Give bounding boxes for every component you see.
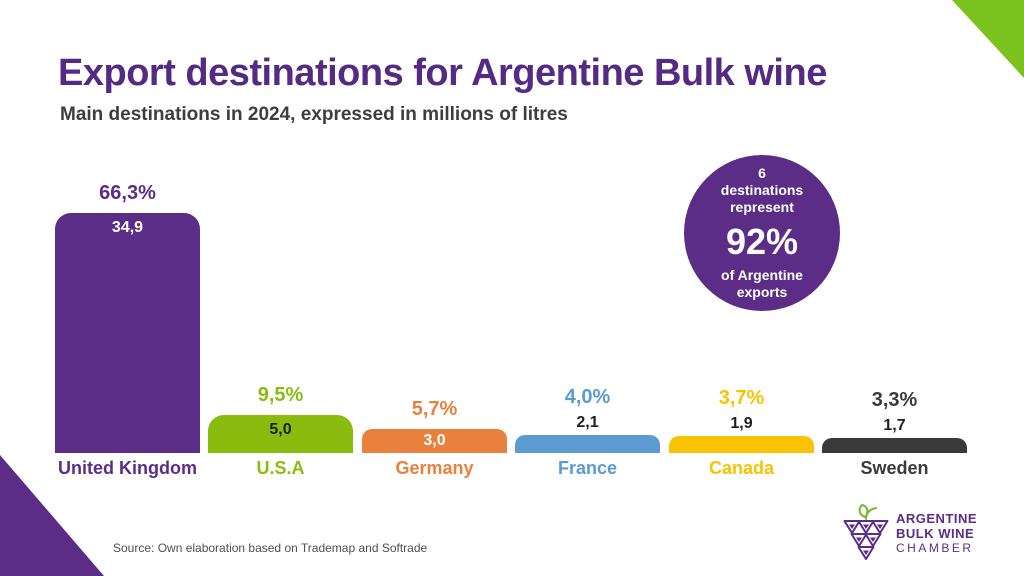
bar [669,436,814,453]
chart-column-canada: 3,7% 1,9 Canada [669,180,814,485]
percent-label: 5,7% [411,398,458,420]
bar [362,429,507,453]
badge-text: represent [730,199,794,215]
category-label: France [557,458,618,478]
corner-accent-bottom-left [0,455,104,576]
value-label: 5,0 [269,421,292,438]
percent-label: 4,0% [564,386,611,408]
badge-text: exports [736,284,788,300]
badge-text: of Argentine [721,267,803,283]
bar [208,415,353,453]
bar [822,438,967,453]
category-label: Germany [395,458,474,478]
corner-accent-top-right [952,0,1024,78]
percent-label: 9,5% [257,384,304,406]
bar [515,435,660,453]
value-label: 3,0 [423,432,446,449]
percent-label: 66,3% [99,182,156,204]
category-label: U.S.A [256,458,305,478]
value-label: 1,9 [730,415,753,432]
chart-column-germany: 5,7% 3,0 Germany [362,180,507,485]
logo-line: ARGENTINE [896,511,978,526]
logo-line: CHAMBER [896,541,974,555]
source-note: Source: Own elaboration based on Tradema… [113,541,428,555]
category-label: Sweden [860,458,929,478]
logo-line: BULK WINE [896,526,975,541]
chart-column-sweden: 3,3% 1,7 Sweden [822,180,967,485]
category-label: United Kingdom [58,458,197,478]
badge-text: 6 [758,165,766,181]
chart-column-u-s-a: 9,5% 5,0 U.S.A [208,180,353,485]
value-label: 34,9 [111,219,144,236]
highlight-badge: 6 destinations represent 92% of Argentin… [684,155,840,311]
percent-label: 3,3% [871,389,918,411]
value-label: 2,1 [576,414,599,431]
chamber-logo: ARGENTINE BULK WINE CHAMBER [843,504,977,562]
page-subtitle: Main destinations in 2024, expressed in … [60,104,568,125]
badge-text: destinations [720,182,804,198]
page-title: Export destinations for Argentine Bulk w… [58,52,827,94]
percent-label: 3,7% [718,387,765,409]
chamber-logo-text: ARGENTINE BULK WINE CHAMBER [896,511,977,555]
grape-cluster-icon [843,504,889,560]
badge-percentage: 92% [725,221,799,262]
bar [55,213,200,453]
value-label: 1,7 [883,417,906,434]
chart-column-france: 4,0% 2,1 France [515,180,660,485]
chart-column-united-kingdom: 66,3% 34,9 United Kingdom [55,180,200,485]
category-label: Canada [708,458,775,478]
